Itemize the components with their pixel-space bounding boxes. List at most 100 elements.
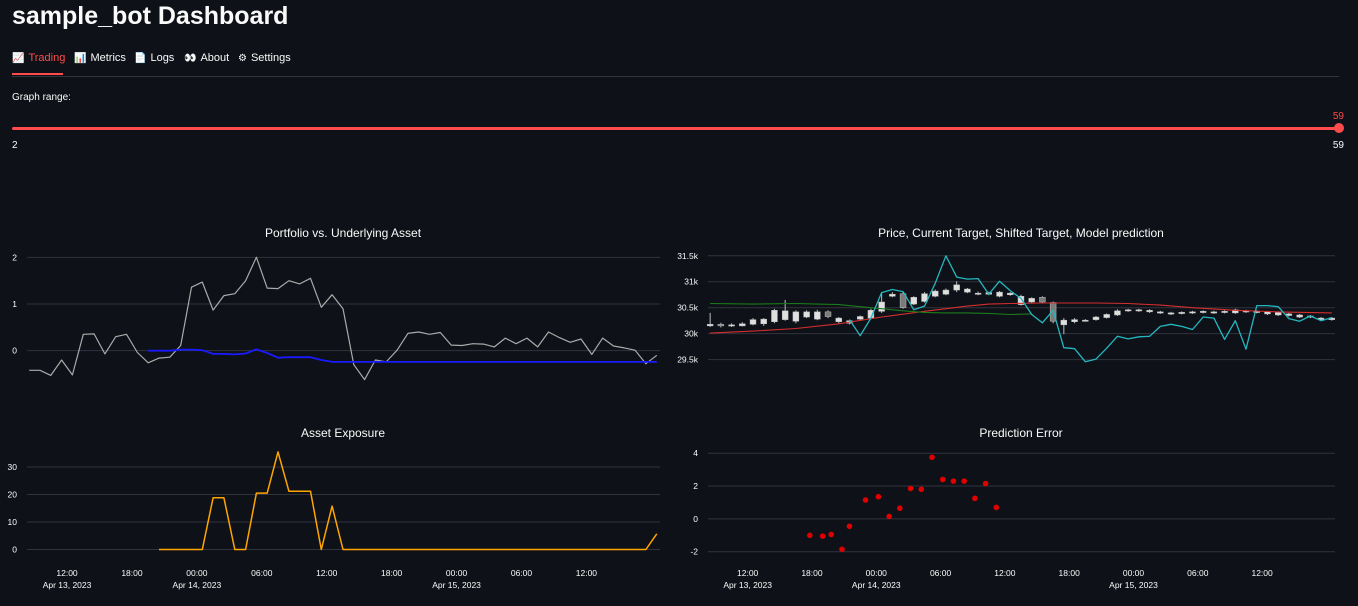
candle-body (964, 288, 971, 293)
candle-body (1028, 298, 1035, 303)
x-tick-label: 18:00 (121, 568, 143, 578)
tab-label: Settings (250, 52, 291, 64)
x-tick-label: 18:00 (1059, 568, 1081, 578)
error-point (897, 505, 903, 512)
tab-label: About (200, 52, 230, 64)
y-tick-label: 0 (693, 514, 698, 524)
candle-body (1082, 319, 1089, 322)
candle-body (1114, 310, 1121, 316)
error-point (862, 497, 869, 503)
slider-current-value: 59 (1332, 111, 1344, 122)
series-line (848, 255, 1332, 363)
tab-label: Metrics (90, 52, 126, 64)
candle-body (1167, 312, 1175, 315)
graph-range-slider-track[interactable] (12, 127, 1339, 130)
x-tick-date-label: Apr 13, 2023 (43, 580, 92, 590)
candle-body (942, 289, 950, 295)
x-tick-label: 06:00 (930, 568, 952, 578)
y-tick-label: 1 (12, 299, 17, 309)
error-point (886, 513, 892, 520)
candle-body (706, 324, 714, 327)
graph-range-label: Graph range: (12, 92, 71, 103)
y-tick-label: -2 (690, 547, 698, 557)
candle-body (856, 316, 864, 320)
series-line (710, 302, 1032, 316)
y-tick-label: 31.5k (677, 251, 699, 261)
candle-body (1039, 297, 1046, 303)
y-tick-label: 4 (693, 448, 698, 458)
error-point (907, 485, 914, 492)
x-tick-label: 12:00 (576, 568, 598, 578)
error-point (918, 486, 925, 493)
error-point (961, 478, 967, 484)
error-point (982, 480, 989, 487)
series-line (148, 348, 657, 363)
x-tick-label: 00:00 (866, 568, 888, 578)
error-point (972, 495, 978, 502)
candle-body (974, 292, 982, 295)
candle-body (1135, 309, 1143, 312)
bar-chart-icon: 📊 (74, 53, 87, 64)
tab-logs[interactable]: 📄 Logs (134, 52, 174, 74)
error-point (993, 504, 1000, 511)
page-icon: 📄 (134, 53, 147, 64)
chart-title: Asset Exposure (301, 426, 385, 440)
candle-body (932, 290, 939, 297)
x-tick-label: 06:00 (251, 568, 273, 578)
candle-body (1157, 311, 1164, 314)
x-tick-date-label: Apr 14, 2023 (173, 580, 222, 590)
tab-settings[interactable]: ⚙ Settings (238, 52, 291, 74)
tab-label: Logs (150, 52, 175, 64)
x-tick-label: 12:00 (316, 568, 338, 578)
y-tick-label: 0 (12, 545, 17, 555)
candle-body (717, 324, 725, 327)
x-tick-label: 00:00 (186, 568, 208, 578)
candle-body (792, 311, 800, 322)
error-point (875, 493, 882, 500)
x-tick-label: 12:00 (1251, 568, 1273, 578)
candle-body (1060, 319, 1068, 326)
candle-body (760, 318, 767, 325)
candle-body (739, 323, 746, 327)
tab-trading[interactable]: 📈 Trading (12, 52, 66, 75)
y-tick-label: 29.5k (677, 355, 699, 365)
y-tick-label: 30.5k (677, 303, 699, 313)
series-line (159, 451, 658, 551)
slider-max-label: 59 (1332, 140, 1344, 151)
error-point (807, 532, 813, 539)
x-tick-label: 18:00 (801, 568, 823, 578)
x-tick-label: 18:00 (381, 568, 403, 578)
candle-body (899, 293, 907, 308)
graph-range-slider-thumb[interactable] (1334, 123, 1344, 133)
page-title: sample_bot Dashboard (12, 2, 289, 30)
y-tick-label: 10 (8, 517, 18, 527)
tab-about[interactable]: 👀 About (184, 52, 229, 74)
error-point (939, 476, 946, 483)
candle-body (1071, 319, 1078, 322)
candle-body (835, 317, 842, 322)
candle-body (1146, 310, 1153, 313)
tab-metrics[interactable]: 📊 Metrics (74, 52, 126, 74)
chart-increasing-icon: 📈 (12, 53, 25, 64)
candle-body (728, 324, 735, 327)
candle-body (1017, 296, 1025, 305)
y-tick-label: 0 (12, 346, 17, 356)
tab-label: Trading (28, 52, 66, 64)
y-tick-label: 2 (693, 481, 698, 491)
x-tick-label: 12:00 (56, 568, 78, 578)
candle-body (1007, 292, 1014, 295)
x-tick-date-label: Apr 15, 2023 (1109, 580, 1158, 590)
x-tick-date-label: Apr 15, 2023 (432, 580, 481, 590)
series-line (29, 256, 658, 381)
tab-active-indicator (12, 73, 63, 75)
eyes-icon: 👀 (184, 53, 197, 64)
candle-body (1264, 311, 1271, 315)
candle-body (749, 319, 757, 325)
candle-body (1274, 312, 1282, 316)
candle-body (771, 310, 778, 322)
candle-body (1189, 311, 1196, 314)
candle-body (803, 311, 810, 318)
x-tick-date-label: Apr 14, 2023 (852, 580, 901, 590)
chart-title: Prediction Error (979, 426, 1062, 440)
